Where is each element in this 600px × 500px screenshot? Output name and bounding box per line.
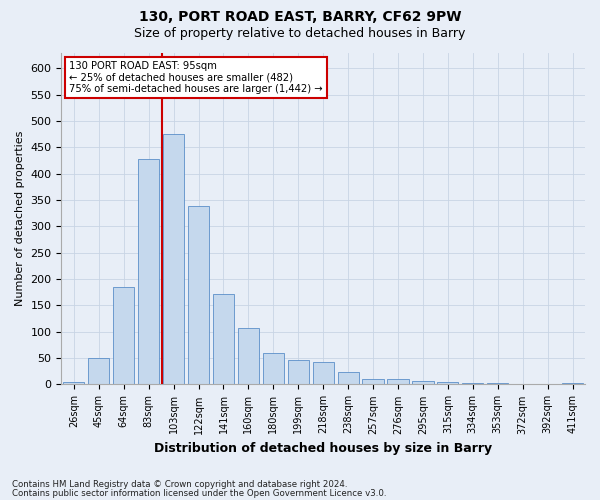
Bar xyxy=(313,362,334,384)
Bar xyxy=(188,206,209,384)
Text: 130, PORT ROAD EAST, BARRY, CF62 9PW: 130, PORT ROAD EAST, BARRY, CF62 9PW xyxy=(139,10,461,24)
Text: Contains HM Land Registry data © Crown copyright and database right 2024.: Contains HM Land Registry data © Crown c… xyxy=(12,480,347,489)
Y-axis label: Number of detached properties: Number of detached properties xyxy=(15,131,25,306)
Text: Contains public sector information licensed under the Open Government Licence v3: Contains public sector information licen… xyxy=(12,490,386,498)
Bar xyxy=(63,382,85,384)
Bar xyxy=(163,134,184,384)
Bar xyxy=(138,159,159,384)
Bar xyxy=(338,372,359,384)
Bar xyxy=(113,287,134,384)
Bar xyxy=(437,382,458,384)
Text: 130 PORT ROAD EAST: 95sqm
← 25% of detached houses are smaller (482)
75% of semi: 130 PORT ROAD EAST: 95sqm ← 25% of detac… xyxy=(69,61,323,94)
Bar xyxy=(263,353,284,384)
Bar xyxy=(388,378,409,384)
X-axis label: Distribution of detached houses by size in Barry: Distribution of detached houses by size … xyxy=(154,442,492,455)
Bar xyxy=(462,383,484,384)
Bar xyxy=(287,360,309,384)
Bar xyxy=(238,328,259,384)
Text: Size of property relative to detached houses in Barry: Size of property relative to detached ho… xyxy=(134,28,466,40)
Bar xyxy=(412,382,434,384)
Bar xyxy=(362,378,383,384)
Bar xyxy=(88,358,109,384)
Bar xyxy=(213,294,234,384)
